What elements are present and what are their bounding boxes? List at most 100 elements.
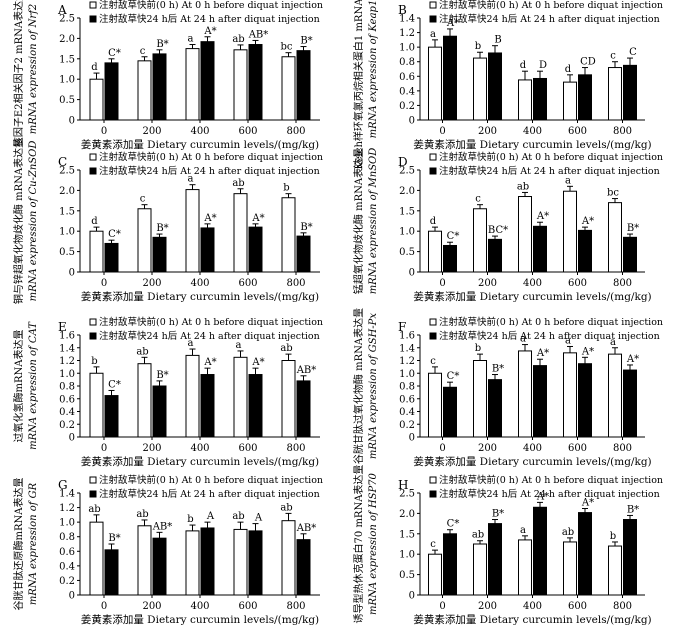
significance-label: B* [300, 222, 312, 233]
y-axis-label-en: mRNA expression of HSP70 [368, 472, 379, 614]
significance-label: A* [446, 18, 459, 29]
x-tick-label: 200 [142, 278, 161, 289]
y-axis-label-en: mRNA expression of Cu-ZnSOD [28, 141, 39, 302]
y-tick-label: 2.0 [59, 186, 75, 197]
bar-before [608, 545, 622, 596]
bar-before [185, 530, 200, 596]
significance-label: A* [536, 211, 549, 222]
x-tick-label: 200 [142, 601, 161, 612]
bar-before [185, 48, 200, 121]
bar-before [281, 360, 296, 438]
y-tick-label: 0.6 [59, 394, 75, 405]
legend-swatch-before [89, 318, 97, 326]
significance-label: AB* [296, 365, 317, 376]
x-tick-label: 400 [190, 443, 209, 454]
x-tick-label: 0 [101, 278, 107, 289]
bar-after [104, 395, 119, 438]
x-tick-label: 600 [568, 126, 587, 137]
bar-before [185, 354, 200, 438]
legend-swatch-before [429, 1, 437, 9]
legend-swatch-before [89, 476, 97, 484]
x-tick-label: 200 [478, 126, 497, 137]
bar-before [185, 189, 200, 273]
y-axis-label-en: mRNA expression of MnSOD [368, 148, 379, 295]
y-tick-label: 2.0 [399, 509, 415, 520]
y-tick-label: 2.5 [399, 166, 415, 177]
bar-before [281, 197, 296, 273]
significance-label: c [430, 539, 436, 550]
significance-label: C* [447, 231, 460, 242]
significance-label: B [494, 35, 501, 46]
significance-label: ab [136, 509, 148, 520]
x-tick-label: 200 [478, 601, 497, 612]
panel-a: A 0 0.5 1.0 1.5 2.0 2.5 核因子E2相关因子2 mRNA表达量 mRNA … [12, 0, 323, 151]
y-tick-label: 2.5 [399, 489, 415, 500]
y-tick-label: 1.0 [399, 227, 415, 238]
y-tick-label: 0.5 [399, 570, 415, 581]
legend-swatch-after [429, 332, 437, 340]
significance-label: B* [627, 223, 639, 234]
x-tick-label: 400 [190, 126, 209, 137]
significance-label: A* [536, 348, 549, 359]
significance-label: A* [536, 491, 549, 502]
y-tick-label: 0.2 [59, 420, 75, 431]
legend-label-before: 注射敌草快前(0 h) At 0 h before diquat injecti… [439, 0, 663, 11]
y-tick-label: 2.0 [399, 186, 415, 197]
significance-label: a [188, 174, 194, 185]
panel-c: C 0 0.5 1.0 1.5 2.0 2.5 铜与锌超氧化物歧化酶 mRNA表达量 mRNA … [12, 138, 323, 304]
y-tick-label: 1.6 [399, 331, 415, 342]
y-tick-label: 1.5 [399, 529, 415, 540]
panel-d: D 0 0.5 1.0 1.5 2.0 2.5 锰超氧化物歧化酶 mRNA表达量 mRNA ex… [352, 148, 663, 303]
bar-after [443, 533, 457, 596]
y-tick-label: 2.5 [59, 14, 75, 25]
bar-before [608, 202, 622, 273]
y-tick-label: 1.4 [399, 343, 415, 354]
y-tick-label: 1.4 [59, 343, 75, 354]
bar-after [200, 227, 215, 273]
significance-label: b [610, 531, 616, 542]
legend-label-after: 注射敌草快24 h后 At 24 h after diquat injectio… [99, 165, 320, 177]
bar-before [137, 60, 152, 121]
legend-swatch-after [429, 167, 437, 175]
panel-h: H 0 0.5 1.0 1.5 2.0 2.5 诱导型热休克蛋白70 mRNA表达量 mRNA … [352, 465, 663, 625]
significance-label: A* [581, 346, 594, 357]
panel-letter: C [58, 155, 67, 169]
significance-label: B* [156, 39, 168, 50]
x-tick-label: 400 [523, 601, 542, 612]
x-tick-label: 0 [101, 601, 107, 612]
significance-label: d [565, 64, 572, 75]
x-tick-label: 0 [101, 126, 107, 137]
x-tick-label: 600 [568, 443, 587, 454]
y-tick-label: 1.6 [59, 331, 75, 342]
x-axis-label: 姜黄素添加量 Dietary curcumin levels/(mg/kg) [413, 455, 651, 468]
bar-after [200, 374, 215, 438]
legend-label-before: 注射敌草快前(0 h) At 0 h before diquat injecti… [439, 316, 663, 328]
y-tick-label: 0.5 [59, 247, 75, 258]
x-tick-label: 0 [439, 278, 445, 289]
significance-label: BC* [488, 225, 508, 236]
significance-label: A* [251, 213, 264, 224]
legend-label-after: 注射敌草快24 h后 At 24 h after diquat injectio… [439, 488, 660, 500]
legend-swatch-after [89, 490, 97, 498]
legend-swatch-before [429, 476, 437, 484]
x-tick-label: 600 [568, 278, 587, 289]
x-tick-label: 400 [523, 278, 542, 289]
bar-after [488, 523, 502, 596]
legend-label-before: 注射敌草快前(0 h) At 0 h before diquat injecti… [439, 474, 663, 486]
y-tick-label: 0.2 [399, 101, 415, 112]
panel-b: B 0 0.2 0.4 0.6 0.8 1.0 1.2 1.4 Kelch样环氧氯丙烷相关蛋白1 … [352, 0, 663, 169]
panel-letter: G [58, 478, 68, 492]
bar-after [104, 242, 119, 273]
x-tick-label: 200 [478, 443, 497, 454]
y-tick-label: 0 [409, 433, 415, 444]
bar-before [233, 528, 248, 596]
bar-after [152, 385, 167, 438]
significance-label: ab [472, 530, 484, 541]
significance-label: ab [232, 511, 244, 522]
y-axis-label-en: mRNA expression of CAT [28, 321, 39, 450]
y-tick-label: 0 [69, 591, 75, 602]
x-axis-label: 姜黄素添加量 Dietary curcumin levels/(mg/kg) [81, 290, 319, 303]
x-axis-label: 姜黄素添加量 Dietary curcumin levels/(mg/kg) [413, 138, 651, 151]
legend-swatch-after [429, 490, 437, 498]
x-tick-label: 800 [286, 601, 305, 612]
